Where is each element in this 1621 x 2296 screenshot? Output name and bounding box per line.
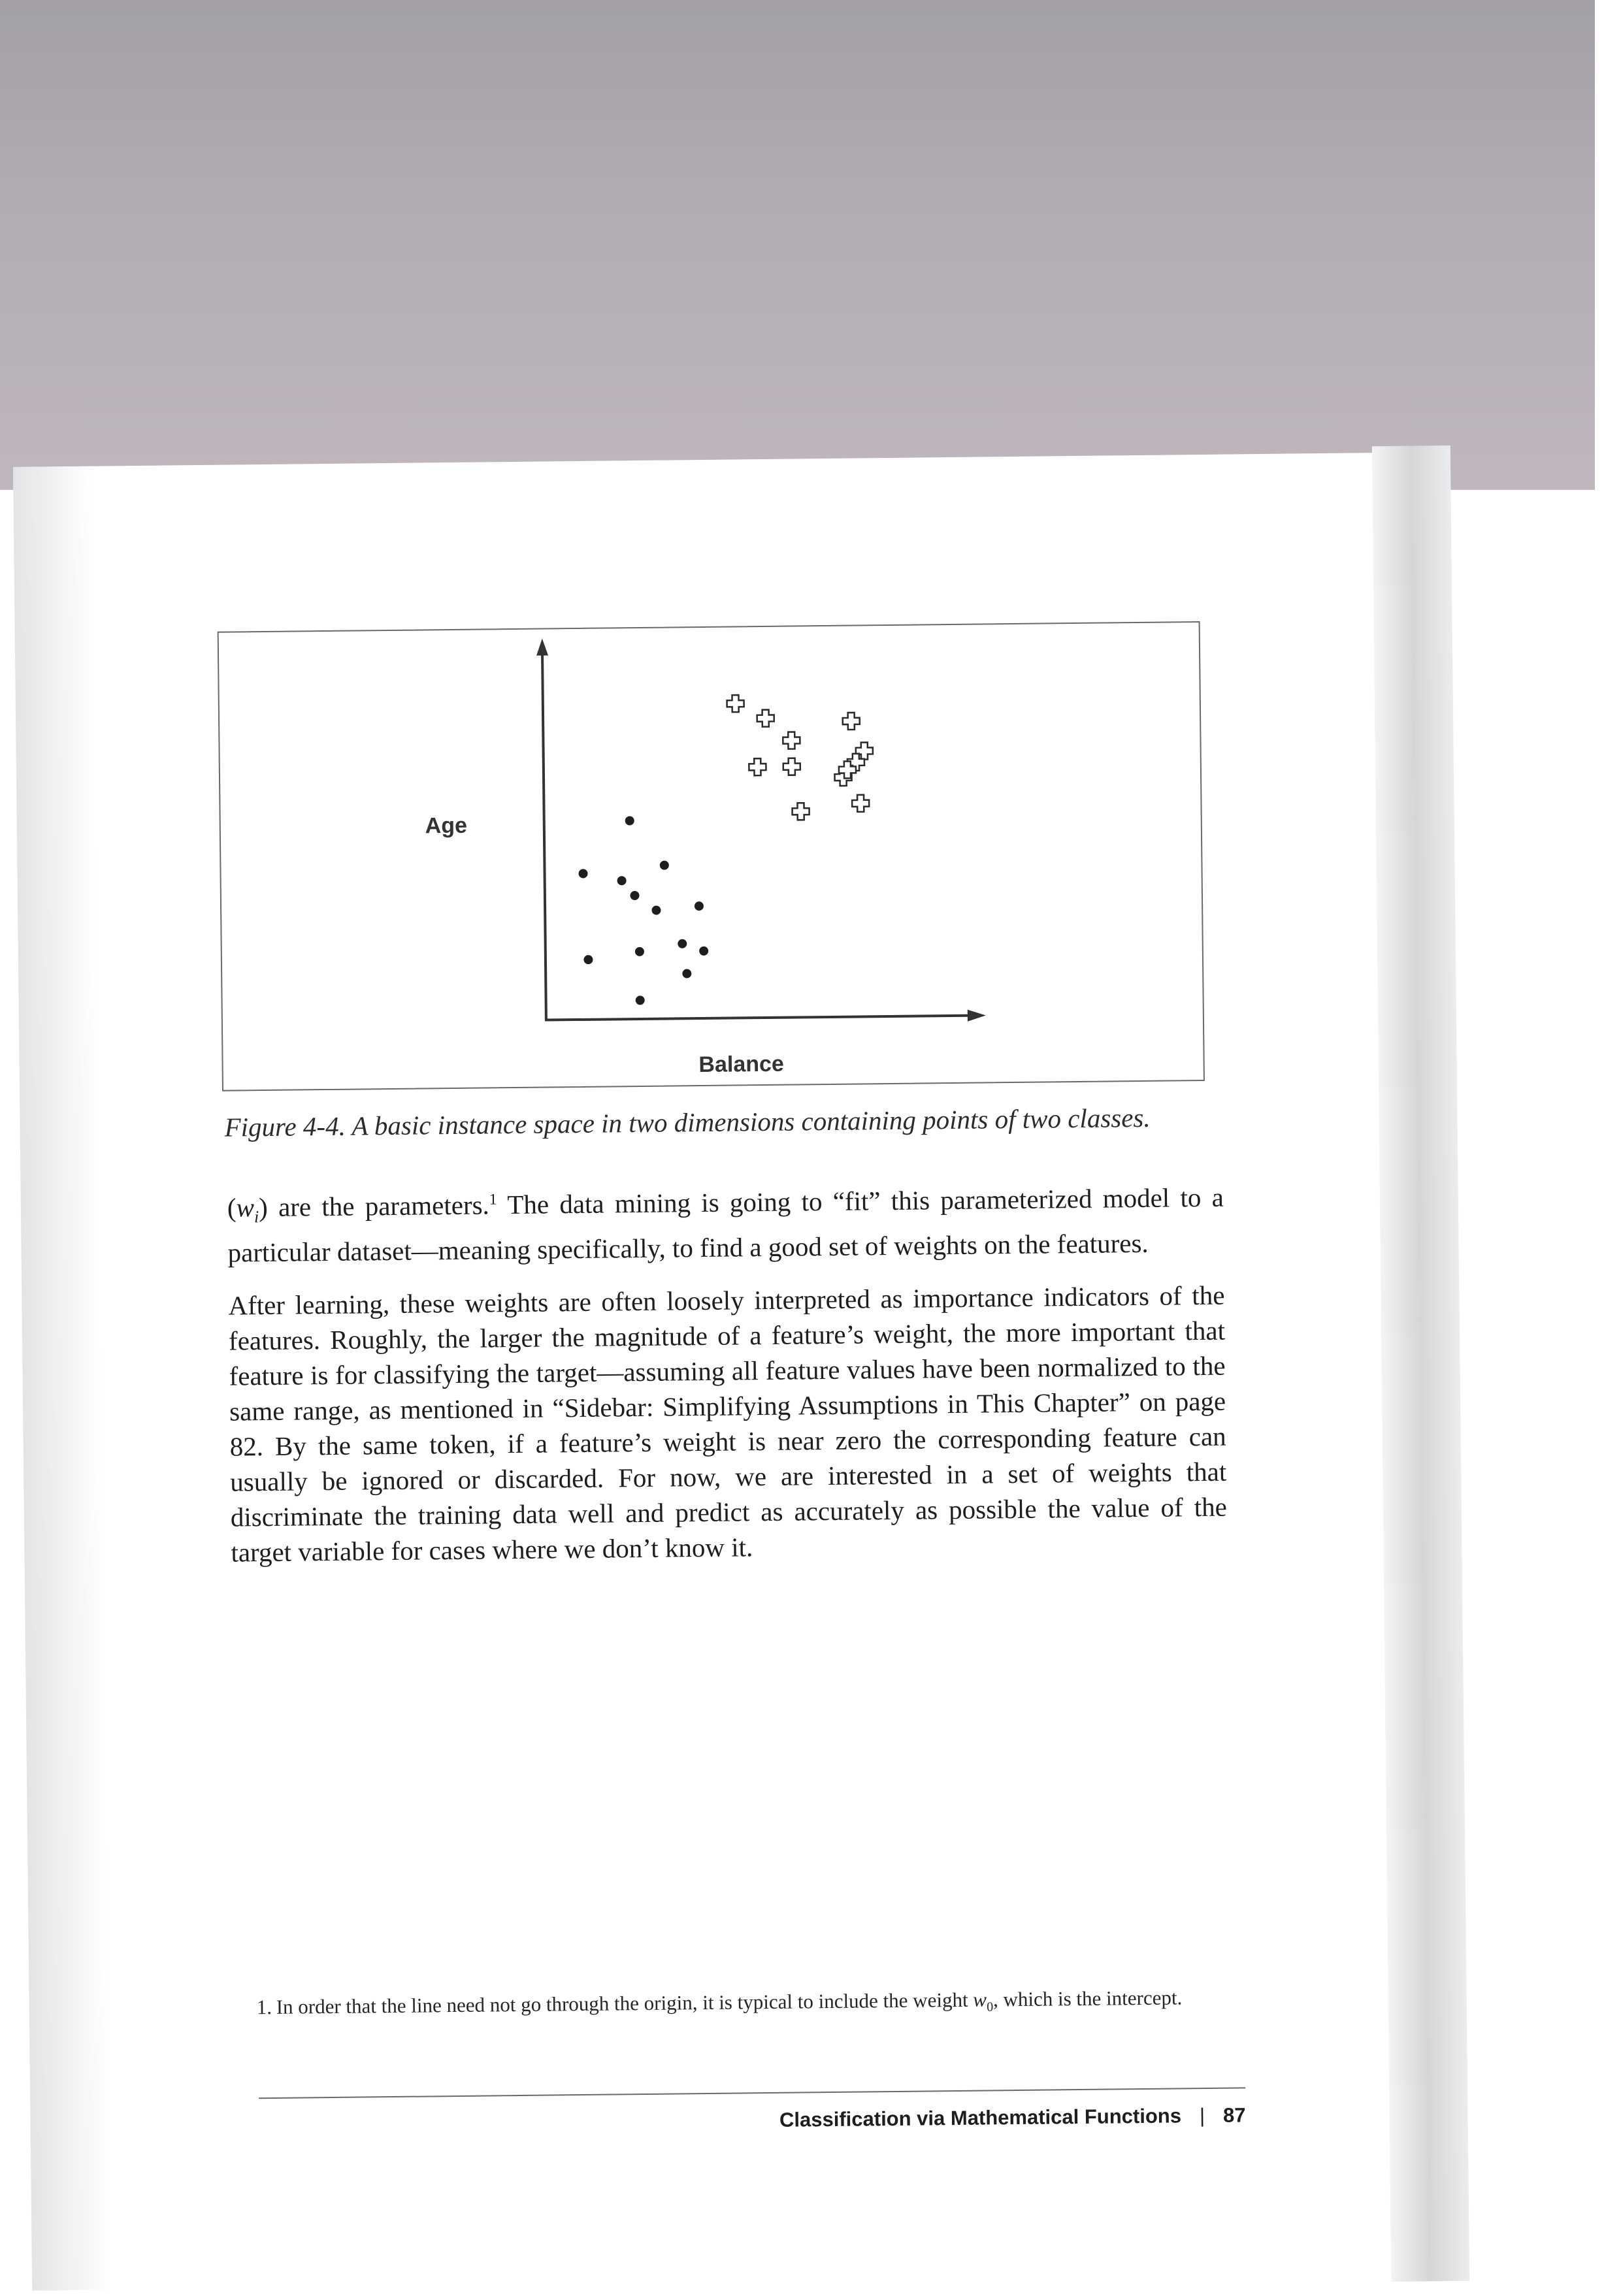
dot-point-2 xyxy=(578,869,588,879)
footer-rule xyxy=(259,2087,1246,2099)
running-footer: Classification via Mathematical Function… xyxy=(779,2103,1246,2131)
book-page: Age Balance Figure 4-4. A basic instance… xyxy=(13,445,1470,2291)
data-points xyxy=(578,694,874,1005)
para1-lead: ) are the parameters. xyxy=(258,1189,490,1223)
x-axis xyxy=(544,1014,974,1022)
page-gutter-shade xyxy=(13,466,111,2291)
scanner-edge xyxy=(1595,0,1621,2291)
plus-point-11 xyxy=(791,801,810,821)
dot-point-1 xyxy=(625,816,634,826)
plus-point-7 xyxy=(782,757,802,776)
dot-point-12 xyxy=(682,969,692,978)
scatter-chart: Age Balance xyxy=(425,638,986,1077)
dot-point-6 xyxy=(651,905,661,915)
plus-point-1 xyxy=(726,694,745,713)
plus-point-2 xyxy=(756,709,776,728)
page-number: 87 xyxy=(1222,2103,1246,2127)
figure-4-4: Age Balance xyxy=(217,621,1205,1091)
dot-point-4 xyxy=(659,860,669,870)
plus-point-4 xyxy=(782,731,801,750)
y-axis-label: Age xyxy=(425,813,467,839)
y-axis-arrow xyxy=(536,638,549,656)
x-axis-arrow xyxy=(967,1009,986,1022)
plus-point-3 xyxy=(842,711,861,731)
plus-point-12 xyxy=(851,794,870,813)
footnote-number: 1. xyxy=(256,1995,272,2019)
footnote-weight: w xyxy=(973,1988,987,2011)
footnote: 1. In order that the line need not go th… xyxy=(257,1982,1243,2029)
body-paragraph-1: (wi) are the parameters.1 The data minin… xyxy=(227,1180,1224,1270)
figure-caption: Figure 4-4. A basic instance space in tw… xyxy=(224,1102,1151,1142)
dot-point-10 xyxy=(699,946,709,956)
dot-point-11 xyxy=(583,955,593,965)
paren-open: ( xyxy=(227,1192,237,1223)
dot-point-5 xyxy=(630,890,640,900)
plus-point-10 xyxy=(838,760,857,779)
dot-point-13 xyxy=(635,995,645,1005)
chapter-title: Classification via Mathematical Function… xyxy=(779,2104,1182,2131)
var-w: w xyxy=(236,1192,255,1223)
footnote-ref[interactable]: 1 xyxy=(489,1191,497,1208)
plus-point-8 xyxy=(846,752,866,772)
body-paragraph-2: After learning, these weights are often … xyxy=(228,1280,1228,1568)
dot-point-3 xyxy=(617,876,627,886)
page-edge-shade xyxy=(1371,445,1470,2282)
footer-separator: | xyxy=(1199,2104,1205,2127)
x-axis-label: Balance xyxy=(698,1052,784,1077)
dot-point-7 xyxy=(694,901,704,911)
y-axis xyxy=(540,647,548,1020)
plus-point-5 xyxy=(855,741,874,760)
footnote-text-start: In order that the line need not go throu… xyxy=(276,1988,974,2018)
plus-point-6 xyxy=(748,757,767,777)
scanner-background xyxy=(0,0,1621,490)
dot-point-9 xyxy=(634,946,644,956)
dot-point-8 xyxy=(678,939,687,948)
footnote-text-end: , which is the intercept. xyxy=(992,1986,1183,2011)
